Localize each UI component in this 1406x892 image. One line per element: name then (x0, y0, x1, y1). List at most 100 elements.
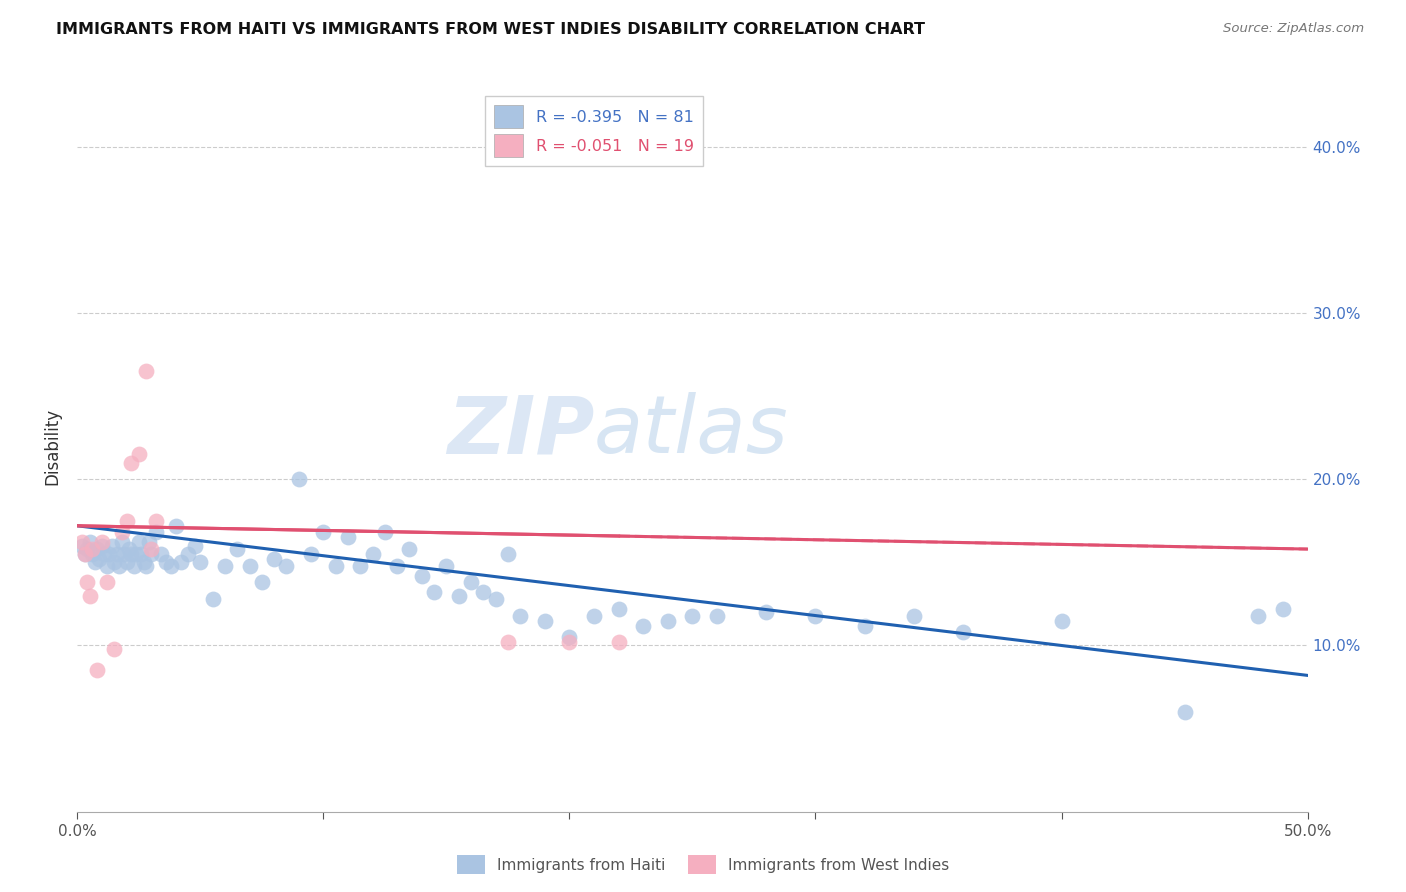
Point (558, 630, 581, 644)
Point (226, 542, 249, 557)
Point (90, 535, 114, 549)
Point (108, 558, 131, 573)
Point (184, 539, 207, 553)
Point (121, 547, 143, 561)
Point (349, 558, 371, 573)
Point (411, 568, 433, 582)
Point (141, 542, 163, 557)
Point (188, 555, 212, 569)
Point (70, 535, 93, 549)
Point (135, 558, 157, 573)
Point (86, 542, 108, 557)
Point (607, 635, 630, 649)
Point (86, 664, 108, 678)
Point (534, 614, 557, 628)
Point (73, 547, 96, 561)
Point (853, 618, 876, 632)
Point (706, 608, 728, 623)
Point (903, 608, 925, 623)
Point (299, 547, 322, 561)
Legend: R = -0.395   N = 81, R = -0.051   N = 19: R = -0.395 N = 81, R = -0.051 N = 19 (485, 95, 703, 166)
Point (460, 575, 482, 590)
Point (276, 558, 298, 573)
Point (1174, 705, 1197, 719)
Point (128, 535, 150, 549)
Legend: Immigrants from Haiti, Immigrants from West Indies: Immigrants from Haiti, Immigrants from W… (451, 849, 955, 880)
Point (105, 547, 128, 561)
Point (214, 558, 236, 573)
Point (325, 558, 347, 573)
Point (115, 514, 138, 528)
Point (165, 518, 187, 533)
Point (150, 547, 173, 561)
Point (138, 535, 160, 549)
Point (89, 552, 111, 566)
Point (423, 585, 446, 599)
Point (472, 585, 495, 599)
Text: atlas: atlas (595, 392, 789, 470)
Point (337, 530, 360, 544)
Point (160, 558, 183, 573)
Point (73, 547, 96, 561)
Point (447, 589, 470, 603)
Point (111, 535, 132, 549)
Point (1050, 614, 1073, 628)
Point (509, 608, 531, 623)
Point (374, 525, 396, 540)
Point (201, 591, 224, 606)
Point (312, 525, 335, 540)
Point (82, 547, 104, 561)
Point (79, 535, 101, 549)
Point (103, 555, 125, 569)
Point (385, 558, 409, 573)
Point (607, 602, 630, 616)
Y-axis label: Disability: Disability (44, 408, 62, 484)
Point (145, 514, 167, 528)
Point (112, 547, 135, 561)
Point (125, 547, 148, 561)
Point (118, 542, 141, 557)
Point (122, 558, 145, 573)
Point (952, 625, 974, 640)
Point (583, 608, 606, 623)
Point (79, 589, 101, 603)
Point (76, 575, 98, 590)
Point (96, 558, 118, 573)
Point (111, 525, 132, 540)
Point (361, 547, 384, 561)
Point (657, 614, 679, 628)
Point (98, 547, 121, 561)
Point (155, 555, 177, 569)
Point (1247, 608, 1270, 623)
Point (93, 547, 115, 561)
Point (128, 447, 150, 461)
Point (170, 555, 193, 569)
Point (132, 555, 155, 569)
Point (70, 539, 93, 553)
Point (398, 542, 420, 557)
Point (804, 608, 827, 623)
Text: ZIP: ZIP (447, 392, 595, 470)
Point (633, 618, 655, 632)
Point (558, 635, 581, 649)
Point (496, 547, 519, 561)
Point (115, 555, 138, 569)
Point (288, 472, 311, 486)
Point (485, 591, 508, 606)
Point (82, 542, 104, 557)
Point (263, 552, 285, 566)
Point (496, 635, 519, 649)
Point (83, 555, 105, 569)
Point (103, 641, 125, 656)
Point (250, 575, 273, 590)
Point (141, 547, 163, 561)
Point (96, 575, 118, 590)
Point (755, 605, 778, 619)
Point (121, 456, 143, 470)
Point (436, 558, 458, 573)
Point (682, 608, 704, 623)
Point (76, 542, 98, 557)
Point (101, 539, 124, 553)
Point (90, 539, 114, 553)
Point (129, 547, 153, 561)
